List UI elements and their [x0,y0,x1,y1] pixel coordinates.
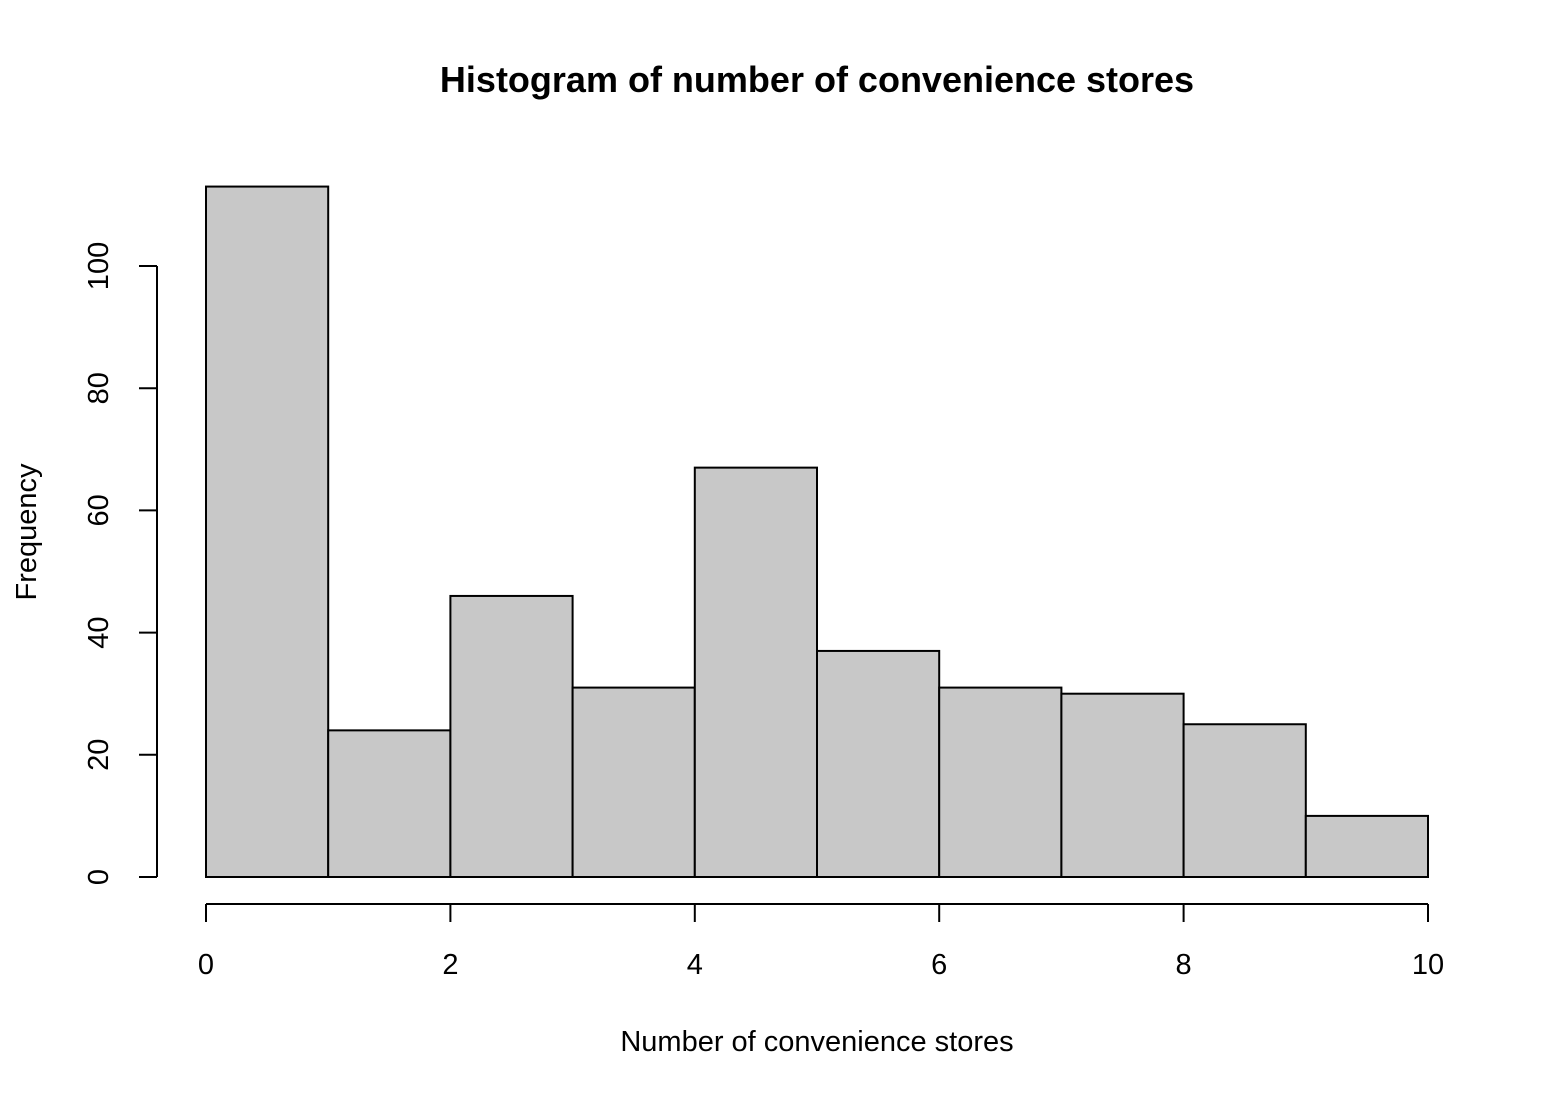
x-tick-label-1: 2 [442,949,458,981]
x-axis-label: Number of convenience stores [620,1026,1013,1058]
y-tick-label-2: 40 [83,616,115,648]
y-tick-label-4: 80 [83,372,115,404]
histogram-bar-6 [938,686,1063,879]
y-tick-label-1: 20 [83,739,115,771]
y-axis-label: Frequency [11,463,43,601]
histogram-bar-2 [449,594,574,878]
x-tick-label-4: 8 [1176,949,1192,981]
x-tick-label-0: 0 [198,949,214,981]
histogram-bar-4 [693,466,818,878]
histogram-bar-0 [205,185,330,878]
histogram-bar-5 [816,649,941,878]
y-tick-label-3: 60 [83,494,115,526]
x-tick-label-3: 6 [931,949,947,981]
histogram-bar-1 [327,729,452,878]
histogram-bar-3 [571,686,696,879]
histogram-bar-7 [1060,692,1185,879]
histogram-bar-8 [1182,723,1307,878]
x-axis: 0 2 4 6 8 10 [198,903,1444,981]
histogram-bars [205,185,1430,879]
y-tick-label-5: 100 [83,242,115,290]
x-tick-label-5: 10 [1412,949,1444,981]
chart-title: Histogram of number of convenience store… [440,59,1194,100]
histogram-bar-9 [1304,814,1430,879]
y-tick-label-0: 0 [83,869,115,885]
x-tick-label-2: 4 [687,949,703,981]
y-axis: 0 20 40 60 80 100 [83,242,158,885]
